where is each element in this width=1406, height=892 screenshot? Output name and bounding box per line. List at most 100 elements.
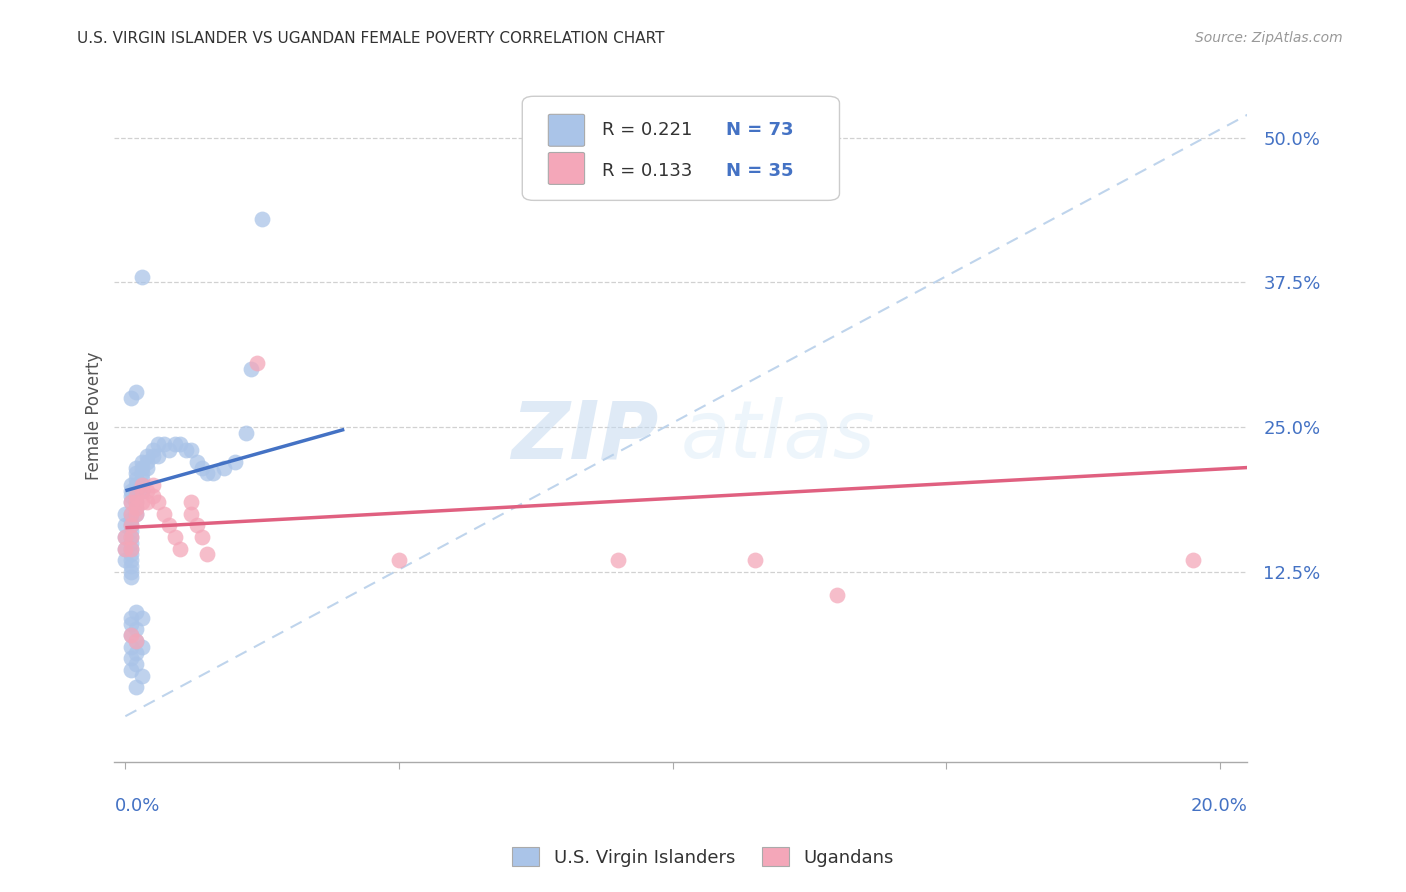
Point	[169, 541, 191, 556]
Point	[197, 547, 219, 561]
Point	[120, 530, 142, 544]
Point	[125, 657, 148, 672]
Point	[224, 455, 246, 469]
Point	[125, 634, 148, 648]
Point	[142, 490, 165, 504]
Point	[125, 490, 148, 504]
Point	[131, 611, 153, 625]
Point	[131, 460, 153, 475]
Point	[235, 425, 257, 440]
Point	[186, 518, 208, 533]
Point	[174, 443, 197, 458]
Point	[120, 513, 142, 527]
Legend: U.S. Virgin Islanders, Ugandans: U.S. Virgin Islanders, Ugandans	[505, 840, 901, 874]
Point	[142, 449, 165, 463]
Point	[120, 628, 142, 642]
Point	[142, 443, 165, 458]
Point	[212, 460, 235, 475]
Point	[186, 455, 208, 469]
Point	[120, 541, 142, 556]
Point	[120, 391, 142, 405]
Point	[125, 467, 148, 481]
Point	[191, 530, 214, 544]
Point	[157, 518, 180, 533]
Point	[120, 628, 142, 642]
Point	[136, 483, 159, 498]
FancyBboxPatch shape	[548, 153, 585, 185]
Text: U.S. VIRGIN ISLANDER VS UGANDAN FEMALE POVERTY CORRELATION CHART: U.S. VIRGIN ISLANDER VS UGANDAN FEMALE P…	[77, 31, 665, 46]
Point	[114, 541, 136, 556]
Text: N = 35: N = 35	[727, 162, 794, 180]
Point	[148, 495, 170, 509]
Point	[136, 495, 159, 509]
Point	[125, 681, 148, 695]
Text: ZIP: ZIP	[510, 397, 658, 475]
Point	[136, 460, 159, 475]
Point	[120, 495, 142, 509]
Point	[125, 507, 148, 521]
FancyBboxPatch shape	[522, 96, 839, 201]
Point	[180, 443, 202, 458]
Point	[125, 490, 148, 504]
Point	[152, 507, 174, 521]
Point	[131, 495, 153, 509]
Point	[157, 443, 180, 458]
Text: atlas: atlas	[681, 397, 876, 475]
Text: 0.0%: 0.0%	[114, 797, 160, 815]
Point	[120, 478, 142, 492]
Point	[125, 605, 148, 619]
Point	[120, 518, 142, 533]
Point	[744, 553, 766, 567]
Point	[120, 507, 142, 521]
Point	[120, 616, 142, 631]
Point	[125, 472, 148, 486]
Point	[125, 507, 148, 521]
Text: 20.0%: 20.0%	[1191, 797, 1247, 815]
Point	[388, 553, 411, 567]
Point	[152, 437, 174, 451]
Point	[136, 455, 159, 469]
Point	[131, 467, 153, 481]
Point	[131, 640, 153, 654]
Point	[120, 640, 142, 654]
Point	[125, 460, 148, 475]
Point	[120, 565, 142, 579]
Point	[148, 449, 170, 463]
Point	[114, 541, 136, 556]
Point	[125, 495, 148, 509]
Point	[142, 478, 165, 492]
Text: N = 73: N = 73	[727, 120, 794, 138]
Point	[240, 362, 263, 376]
Point	[125, 623, 148, 637]
Point	[201, 467, 224, 481]
Text: R = 0.133: R = 0.133	[602, 162, 692, 180]
Point	[114, 530, 136, 544]
Point	[180, 495, 202, 509]
Point	[148, 437, 170, 451]
Point	[131, 483, 153, 498]
Point	[1181, 553, 1204, 567]
Point	[120, 611, 142, 625]
Point	[120, 490, 142, 504]
Point	[131, 269, 153, 284]
Point	[114, 530, 136, 544]
Point	[120, 570, 142, 584]
Point	[246, 356, 269, 370]
Point	[120, 518, 142, 533]
Point	[125, 385, 148, 400]
Point	[114, 518, 136, 533]
Point	[120, 507, 142, 521]
Point	[825, 588, 848, 602]
Point	[131, 478, 153, 492]
Point	[125, 634, 148, 648]
Point	[197, 467, 219, 481]
Point	[114, 553, 136, 567]
Point	[180, 507, 202, 521]
Point	[607, 553, 630, 567]
Point	[163, 437, 186, 451]
Point	[120, 535, 142, 549]
Point	[120, 651, 142, 665]
Point	[120, 558, 142, 573]
Point	[120, 541, 142, 556]
Point	[125, 478, 148, 492]
